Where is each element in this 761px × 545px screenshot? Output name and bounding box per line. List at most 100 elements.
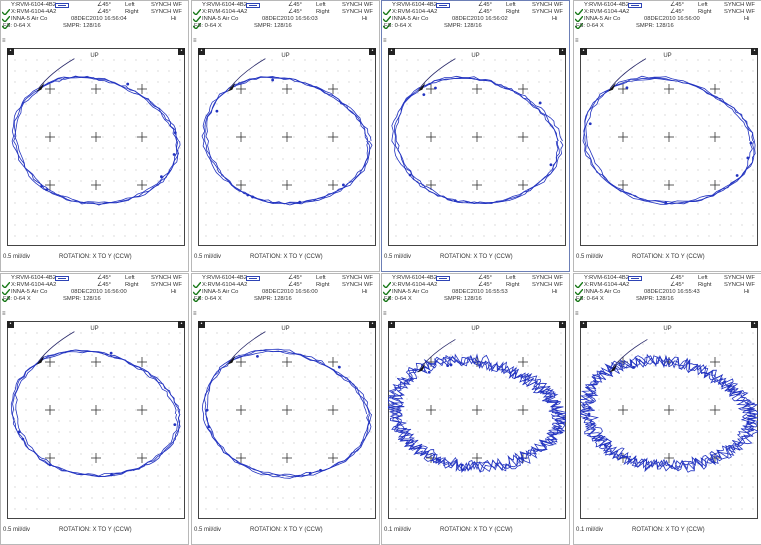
checkmark-icon[interactable] bbox=[192, 16, 202, 31]
cursor-toggle-icon[interactable]: ≡ bbox=[575, 38, 579, 44]
checkmark-icon[interactable] bbox=[382, 289, 392, 304]
checkmark-icon[interactable] bbox=[574, 16, 584, 31]
keyphasor-marker bbox=[588, 406, 592, 409]
checkmark-icon[interactable] bbox=[1, 289, 11, 304]
orbit-trace-canvas bbox=[10, 331, 181, 510]
sample-rate-label: SMPR: 128/16 bbox=[636, 296, 674, 302]
cursor-toggle-icon[interactable]: ≡ bbox=[575, 311, 579, 317]
angle-x-label: ∠45° bbox=[478, 275, 492, 281]
waveform-icon[interactable] bbox=[55, 3, 69, 8]
cursor-toggle-icon[interactable]: ≡ bbox=[383, 311, 387, 317]
waveform-icon[interactable] bbox=[628, 276, 642, 281]
orbit-plot-area[interactable]: • • bbox=[7, 321, 185, 519]
checkmark-icon[interactable] bbox=[192, 2, 202, 17]
panel-header: Y:RVM-6104-4B2 ∠45° Left SYNCH WF X:RVM-6104… bbox=[1, 1, 188, 35]
angle-y-label: ∠45° bbox=[97, 9, 111, 15]
side-y-label: Right bbox=[506, 282, 520, 288]
checkmark-icon[interactable] bbox=[574, 282, 584, 297]
checkmark-icon[interactable] bbox=[192, 282, 202, 297]
checkmark-icon[interactable] bbox=[1, 9, 11, 24]
checkmark-icon[interactable] bbox=[382, 16, 392, 31]
side-x-label: Left bbox=[316, 275, 326, 281]
corner-marker-left: • bbox=[198, 321, 205, 328]
waveform-icon[interactable] bbox=[246, 3, 260, 8]
keyphasor-marker bbox=[246, 193, 250, 197]
panel-header: Y:RVM-6104-4B2 ∠45° Left SYNCH WF X:RVM-6104… bbox=[192, 1, 379, 35]
keyphasor-marker bbox=[215, 109, 219, 113]
cursor-toggle-icon[interactable]: ≡ bbox=[193, 311, 197, 317]
waveform-icon[interactable] bbox=[246, 276, 260, 281]
checkmark-icon[interactable] bbox=[1, 16, 11, 31]
checkmark-icon[interactable] bbox=[574, 289, 584, 304]
waveform-icon[interactable] bbox=[55, 276, 69, 281]
orbit-trace bbox=[388, 353, 566, 474]
orbit-panel[interactable]: Y:RVM-6104-4B2 ∠45° Left SYNCH WF X:RVM-6104… bbox=[381, 273, 570, 545]
rotation-arrow-icon bbox=[417, 82, 426, 92]
rotation-arrow-icon bbox=[36, 82, 45, 92]
orbit-trace bbox=[10, 349, 181, 478]
angle-x-label: ∠45° bbox=[288, 275, 302, 281]
keyphasor-marker bbox=[17, 430, 21, 434]
orbit-panel[interactable]: Y:RVM-6104-4B2 ∠45° Left SYNCH WF X:RVM-6104… bbox=[381, 0, 570, 272]
full-scale-label: FS: 0-64 X bbox=[576, 296, 604, 302]
keyphasor-marker bbox=[749, 141, 753, 145]
dot-grid bbox=[205, 332, 372, 510]
keyphasor-marker bbox=[746, 156, 750, 160]
scale-label: 0.5 mil/div bbox=[194, 527, 222, 533]
orbit-panel[interactable]: Y:RVM-6104-4B2 ∠45° Left SYNCH WF X:RVM-6104… bbox=[191, 0, 380, 272]
orbit-plot-area[interactable]: • • bbox=[580, 321, 758, 519]
orbit-panel[interactable]: Y:RVM-6104-4B2 ∠45° Left SYNCH WF X:RVM-6104… bbox=[573, 273, 761, 545]
timestamp-label: 08DEC2010 16:56:02 bbox=[452, 16, 508, 22]
waveform-icon[interactable] bbox=[436, 3, 450, 8]
timestamp-label: 08DEC2010 16:56:00 bbox=[644, 16, 700, 22]
orbit-trace bbox=[394, 75, 560, 205]
probe-x-label: Y:RVM-6104-4B2 bbox=[584, 2, 630, 8]
orbit-panel[interactable]: Y:RVM-6104-4B2 ∠45° Left SYNCH WF X:RVM-6104… bbox=[0, 273, 189, 545]
scale-label: 0.1 mil/div bbox=[384, 527, 412, 533]
checkmark-icon[interactable] bbox=[574, 2, 584, 17]
checkmark-icon[interactable] bbox=[1, 282, 11, 297]
checkmark-icon[interactable] bbox=[192, 289, 202, 304]
keyphasor-marker bbox=[427, 370, 431, 374]
checkmark-icon[interactable] bbox=[192, 9, 202, 24]
cursor-toggle-icon[interactable]: ≡ bbox=[2, 38, 6, 44]
rotation-arrow-icon bbox=[609, 363, 618, 373]
checkmark-icon[interactable] bbox=[192, 275, 202, 290]
rotation-arc bbox=[611, 339, 648, 370]
rotation-arrow-icon bbox=[607, 82, 616, 92]
checkmark-icon[interactable] bbox=[1, 2, 11, 17]
mode-label: SYNCH WF bbox=[532, 282, 563, 288]
keyphasor-marker bbox=[173, 423, 177, 427]
orbit-panel[interactable]: Y:RVM-6104-4B2 ∠45° Left SYNCH WF X:RVM-6104… bbox=[0, 0, 189, 272]
waveform-icon[interactable] bbox=[436, 276, 450, 281]
checkmark-icon[interactable] bbox=[574, 275, 584, 290]
orbit-plot-area[interactable]: • • bbox=[388, 48, 566, 246]
orbit-panel[interactable]: Y:RVM-6104-4B2 ∠45° Left SYNCH WF X:RVM-6104… bbox=[191, 273, 380, 545]
checkmark-icon[interactable] bbox=[1, 275, 11, 290]
orbit-plot-area[interactable]: • • bbox=[580, 48, 758, 246]
cursor-toggle-icon[interactable]: ≡ bbox=[383, 38, 387, 44]
checkmark-icon[interactable] bbox=[382, 282, 392, 297]
waveform-icon[interactable] bbox=[628, 3, 642, 8]
keyphasor-marker bbox=[48, 463, 52, 467]
corner-marker-left: • bbox=[7, 321, 14, 328]
orbit-trace bbox=[582, 78, 756, 203]
cursor-toggle-icon[interactable]: ≡ bbox=[2, 311, 6, 317]
checkmark-icon[interactable] bbox=[382, 9, 392, 24]
side-y-label: Right bbox=[698, 282, 712, 288]
cursor-toggle-icon[interactable]: ≡ bbox=[193, 38, 197, 44]
checkmark-icon[interactable] bbox=[382, 275, 392, 290]
scale-label: 0.1 mil/div bbox=[576, 527, 604, 533]
orbit-plot-area[interactable]: • • bbox=[198, 48, 376, 246]
dot-grid bbox=[587, 59, 754, 237]
orbit-trace bbox=[583, 75, 755, 205]
orbit-plot-area[interactable]: • • bbox=[198, 321, 376, 519]
keyphasor-marker bbox=[408, 173, 412, 177]
orbit-plot-area[interactable]: • • bbox=[7, 48, 185, 246]
orbit-panel[interactable]: Y:RVM-6104-4B2 ∠45° Left SYNCH WF X:RVM-6104… bbox=[573, 0, 761, 272]
up-direction-label: UP bbox=[471, 326, 480, 332]
checkmark-icon[interactable] bbox=[574, 9, 584, 24]
angle-x-label: ∠45° bbox=[670, 2, 684, 8]
checkmark-icon[interactable] bbox=[382, 2, 392, 17]
mode-label: SYNCH WF bbox=[342, 275, 373, 281]
